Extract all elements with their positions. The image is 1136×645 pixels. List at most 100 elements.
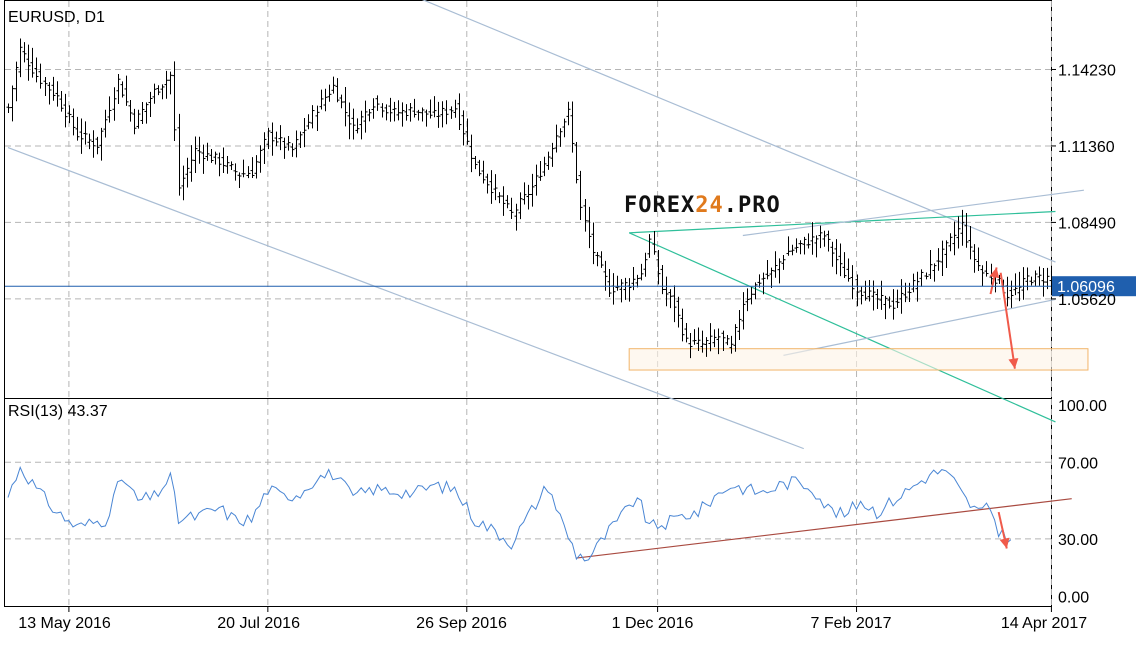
ohlc-bar: [960, 209, 965, 246]
main-trendlines: [7, 0, 1084, 450]
ohlc-bar: [112, 87, 117, 121]
ohlc-bar: [140, 101, 145, 125]
ohlc-bar: [335, 78, 340, 103]
ohlc-bar: [306, 114, 311, 130]
ohlc-bar: [692, 329, 697, 345]
ohlc-bar: [193, 136, 198, 173]
support-line: [783, 298, 1056, 356]
ohlc-bar: [956, 216, 961, 249]
ohlc-bars: [6, 38, 1054, 359]
ohlc-bar: [700, 330, 705, 353]
ohlc-bar: [30, 47, 35, 78]
ohlc-bar: [331, 76, 336, 94]
ohlc-bar: [181, 165, 186, 201]
ohlc-bar: [237, 172, 242, 189]
ohlc-bar: [282, 137, 287, 159]
ohlc-bar: [246, 166, 251, 179]
channel-upper: [421, 0, 1056, 263]
ohlc-bar: [453, 99, 458, 118]
ohlc-bar: [160, 84, 165, 100]
ohlc-bar: [859, 286, 864, 305]
ohlc-bar: [911, 273, 916, 293]
forecast-arrows: [989, 267, 1019, 549]
ohlc-bar: [380, 103, 385, 118]
ohlc-bar: [721, 330, 726, 352]
rsi-line: [7, 465, 1012, 562]
time-tick-label: 7 Feb 2017: [811, 615, 892, 632]
rsi-pane-frame: [4, 398, 1052, 607]
time-tick-label: 1 Dec 2016: [612, 615, 694, 632]
ohlc-bar: [71, 108, 76, 136]
ohlc-bar: [554, 124, 559, 153]
ohlc-bar: [514, 203, 519, 231]
ohlc-bar: [274, 131, 279, 147]
ohlc-bar: [489, 170, 494, 204]
ohlc-bar: [980, 265, 985, 287]
ohlc-bar: [635, 274, 640, 288]
ohlc-bar: [221, 147, 226, 174]
ohlc-bar: [404, 104, 409, 121]
ohlc-bar: [826, 230, 831, 252]
ohlc-bar: [895, 289, 900, 308]
ohlc-bar: [891, 289, 896, 320]
price-axis-labels: 1.05620 1.08490 1.11360 1.14230: [1051, 62, 1116, 309]
ohlc-bar: [786, 236, 791, 256]
ohlc-bar: [254, 155, 259, 179]
watermark-mid: 24: [695, 193, 724, 218]
ohlc-bar: [172, 61, 177, 141]
ohlc-bar: [347, 102, 352, 140]
ohlc-bar: [310, 105, 315, 129]
ohlc-bar: [928, 250, 933, 279]
ohlc-bar: [412, 98, 417, 118]
ohlc-bar: [806, 233, 811, 249]
ohlc-bar: [384, 104, 389, 121]
time-tick-label: 26 Sep 2016: [416, 615, 507, 632]
ohlc-bar: [79, 118, 84, 154]
ohlc-bar: [197, 136, 202, 164]
ohlc-bar: [1045, 267, 1050, 290]
ohlc-bar: [875, 289, 880, 310]
ohlc-bar: [830, 241, 835, 267]
ohlc-bar: [753, 282, 758, 300]
ohlc-bar: [542, 156, 547, 177]
ohlc-bar: [116, 74, 121, 104]
price-tick-label: 1.11360: [1058, 139, 1115, 156]
ohlc-bar: [1009, 280, 1014, 308]
wedge-mid: [628, 232, 1056, 423]
ohlc-bar: [652, 230, 657, 255]
rsi-tick-label: 30.00: [1058, 532, 1098, 549]
ohlc-bar: [286, 136, 291, 151]
ohlc-bar: [355, 118, 360, 134]
ohlc-bar: [964, 213, 969, 248]
ohlc-bar: [10, 85, 15, 122]
ohlc-bar: [558, 128, 563, 147]
ohlc-bar: [388, 97, 393, 122]
ohlc-bar: [623, 277, 628, 300]
ohlc-bar: [578, 170, 583, 221]
rsi-gridlines: [5, 399, 1052, 606]
ohlc-bar: [749, 287, 754, 305]
ohlc-bar: [940, 240, 945, 276]
ohlc-bar: [615, 275, 620, 291]
ohlc-bar: [323, 88, 328, 112]
ohlc-bar: [822, 230, 827, 247]
ohlc-bar: [505, 195, 510, 209]
ohlc-bar: [485, 173, 490, 194]
ohlc-bar: [583, 198, 588, 232]
ohlc-bar: [899, 279, 904, 314]
ohlc-bar: [867, 280, 872, 302]
ohlc-bar: [152, 83, 157, 104]
ohlc-bar: [745, 288, 750, 312]
ohlc-bar: [818, 225, 823, 249]
chart-title: EURUSD, D1: [8, 9, 105, 26]
price-tick-label: 1.14230: [1058, 62, 1116, 79]
ohlc-bar: [656, 250, 661, 285]
ohlc-bar: [59, 90, 64, 112]
watermark-logo: FOREX24.PRO: [624, 193, 781, 218]
ohlc-bar: [976, 247, 981, 271]
ohlc-bar: [530, 173, 535, 207]
wedge-top-ext: [742, 189, 1084, 237]
ohlc-bar: [75, 116, 80, 141]
ohlc-bar: [185, 157, 190, 188]
